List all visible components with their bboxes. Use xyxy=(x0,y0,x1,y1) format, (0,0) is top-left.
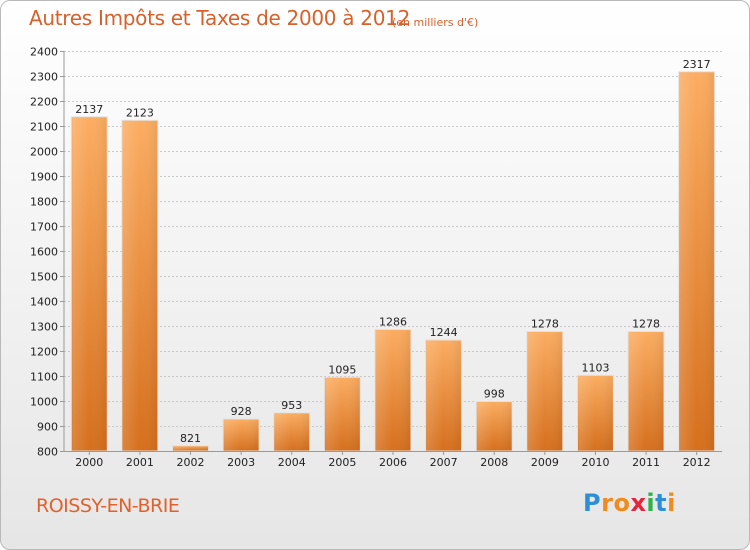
y-tick-label: 1700 xyxy=(30,221,58,234)
x-tick-label: 2009 xyxy=(531,456,559,469)
data-label-2000: 2137 xyxy=(75,103,103,116)
x-tick-label: 2004 xyxy=(278,456,306,469)
data-label-2009: 1278 xyxy=(531,318,559,331)
y-axis: 800 900 1000 1100 1200 1300 1400 1500 1600 1700 18… xyxy=(30,46,65,459)
bar-shine-2011 xyxy=(629,332,664,450)
chart-subtitle: (en milliers d'€) xyxy=(392,16,479,29)
x-tick-label: 2011 xyxy=(632,456,660,469)
x-axis: 2000 2001 2002 2003 2004 2005 2006 2007 2008 2009… xyxy=(64,451,722,469)
data-label-2004: 953 xyxy=(281,399,302,412)
x-tick-label: 2012 xyxy=(683,456,711,469)
data-label-2010: 1103 xyxy=(581,361,609,374)
y-tick-label: 1400 xyxy=(30,296,58,309)
x-tick-label: 2000 xyxy=(75,456,103,469)
data-label-2006: 1286 xyxy=(379,316,407,329)
logo-letter: i xyxy=(667,489,676,517)
y-tick-label: 1600 xyxy=(30,246,58,259)
y-tick-label: 1000 xyxy=(30,396,58,409)
bar-shine-2000 xyxy=(72,117,107,450)
y-tick-label: 2000 xyxy=(30,146,58,159)
data-label-2007: 1244 xyxy=(430,326,458,339)
y-tick-label: 1500 xyxy=(30,271,58,284)
x-tick-label: 2005 xyxy=(328,456,356,469)
y-tick-label: 1200 xyxy=(30,346,58,359)
x-tick-label: 2001 xyxy=(126,456,154,469)
y-tick-label: 2100 xyxy=(30,121,58,134)
bar-shine-2005 xyxy=(325,378,360,450)
x-tick-label: 2003 xyxy=(227,456,255,469)
y-tick-label: 2400 xyxy=(30,46,58,59)
bar-shine-2009 xyxy=(527,332,562,450)
data-label-2002: 821 xyxy=(180,432,201,445)
y-tick-label: 1900 xyxy=(30,171,58,184)
y-tick-label: 900 xyxy=(37,421,58,434)
y-tick-label: 2300 xyxy=(30,71,58,84)
bar-shine-2007 xyxy=(426,341,461,450)
bar-shine-2006 xyxy=(376,330,410,450)
bar-shine-2010 xyxy=(578,376,613,450)
y-tick-label: 800 xyxy=(37,446,58,459)
logo-letter: r xyxy=(601,489,614,517)
chart-title: Autres Impôts et Taxes de 2000 à 2012 xyxy=(29,6,410,30)
data-label-2011: 1278 xyxy=(632,318,660,331)
logo-letter: o xyxy=(613,489,631,517)
logo-letter: i xyxy=(646,489,656,517)
logo-letter: P xyxy=(583,489,602,517)
x-tick-label: 2002 xyxy=(177,456,205,469)
bar-shine-2003 xyxy=(224,420,259,450)
x-tick-label: 2007 xyxy=(430,456,458,469)
x-tick-label: 2006 xyxy=(379,456,407,469)
bars: 2137 2123 821 928 953 1095 1286 1244 998 1278 1103… xyxy=(70,58,716,452)
data-label-2008: 998 xyxy=(484,388,505,401)
bar-shine-2004 xyxy=(274,413,309,450)
data-label-2012: 2317 xyxy=(683,58,711,71)
x-tick-label: 2008 xyxy=(480,456,508,469)
city-name: ROISSY-EN-BRIE xyxy=(36,495,180,517)
data-label-2005: 1095 xyxy=(328,363,356,376)
bar-shine-2012 xyxy=(679,72,714,450)
proxiti-logo[interactable]: Proxiti xyxy=(583,489,676,517)
bar-shine-2002 xyxy=(173,446,208,450)
bar-shine-2008 xyxy=(477,402,512,450)
data-label-2003: 928 xyxy=(231,405,252,418)
x-tick-label: 2010 xyxy=(581,456,609,469)
y-tick-label: 1800 xyxy=(30,196,58,209)
bar-shine-2001 xyxy=(122,121,157,450)
y-tick-label: 2200 xyxy=(30,96,58,109)
logo-letter: t xyxy=(655,489,668,517)
data-label-2001: 2123 xyxy=(126,106,154,119)
y-tick-label: 1300 xyxy=(30,321,58,334)
y-tick-label: 1100 xyxy=(30,371,58,384)
logo-letter: x xyxy=(630,489,647,517)
